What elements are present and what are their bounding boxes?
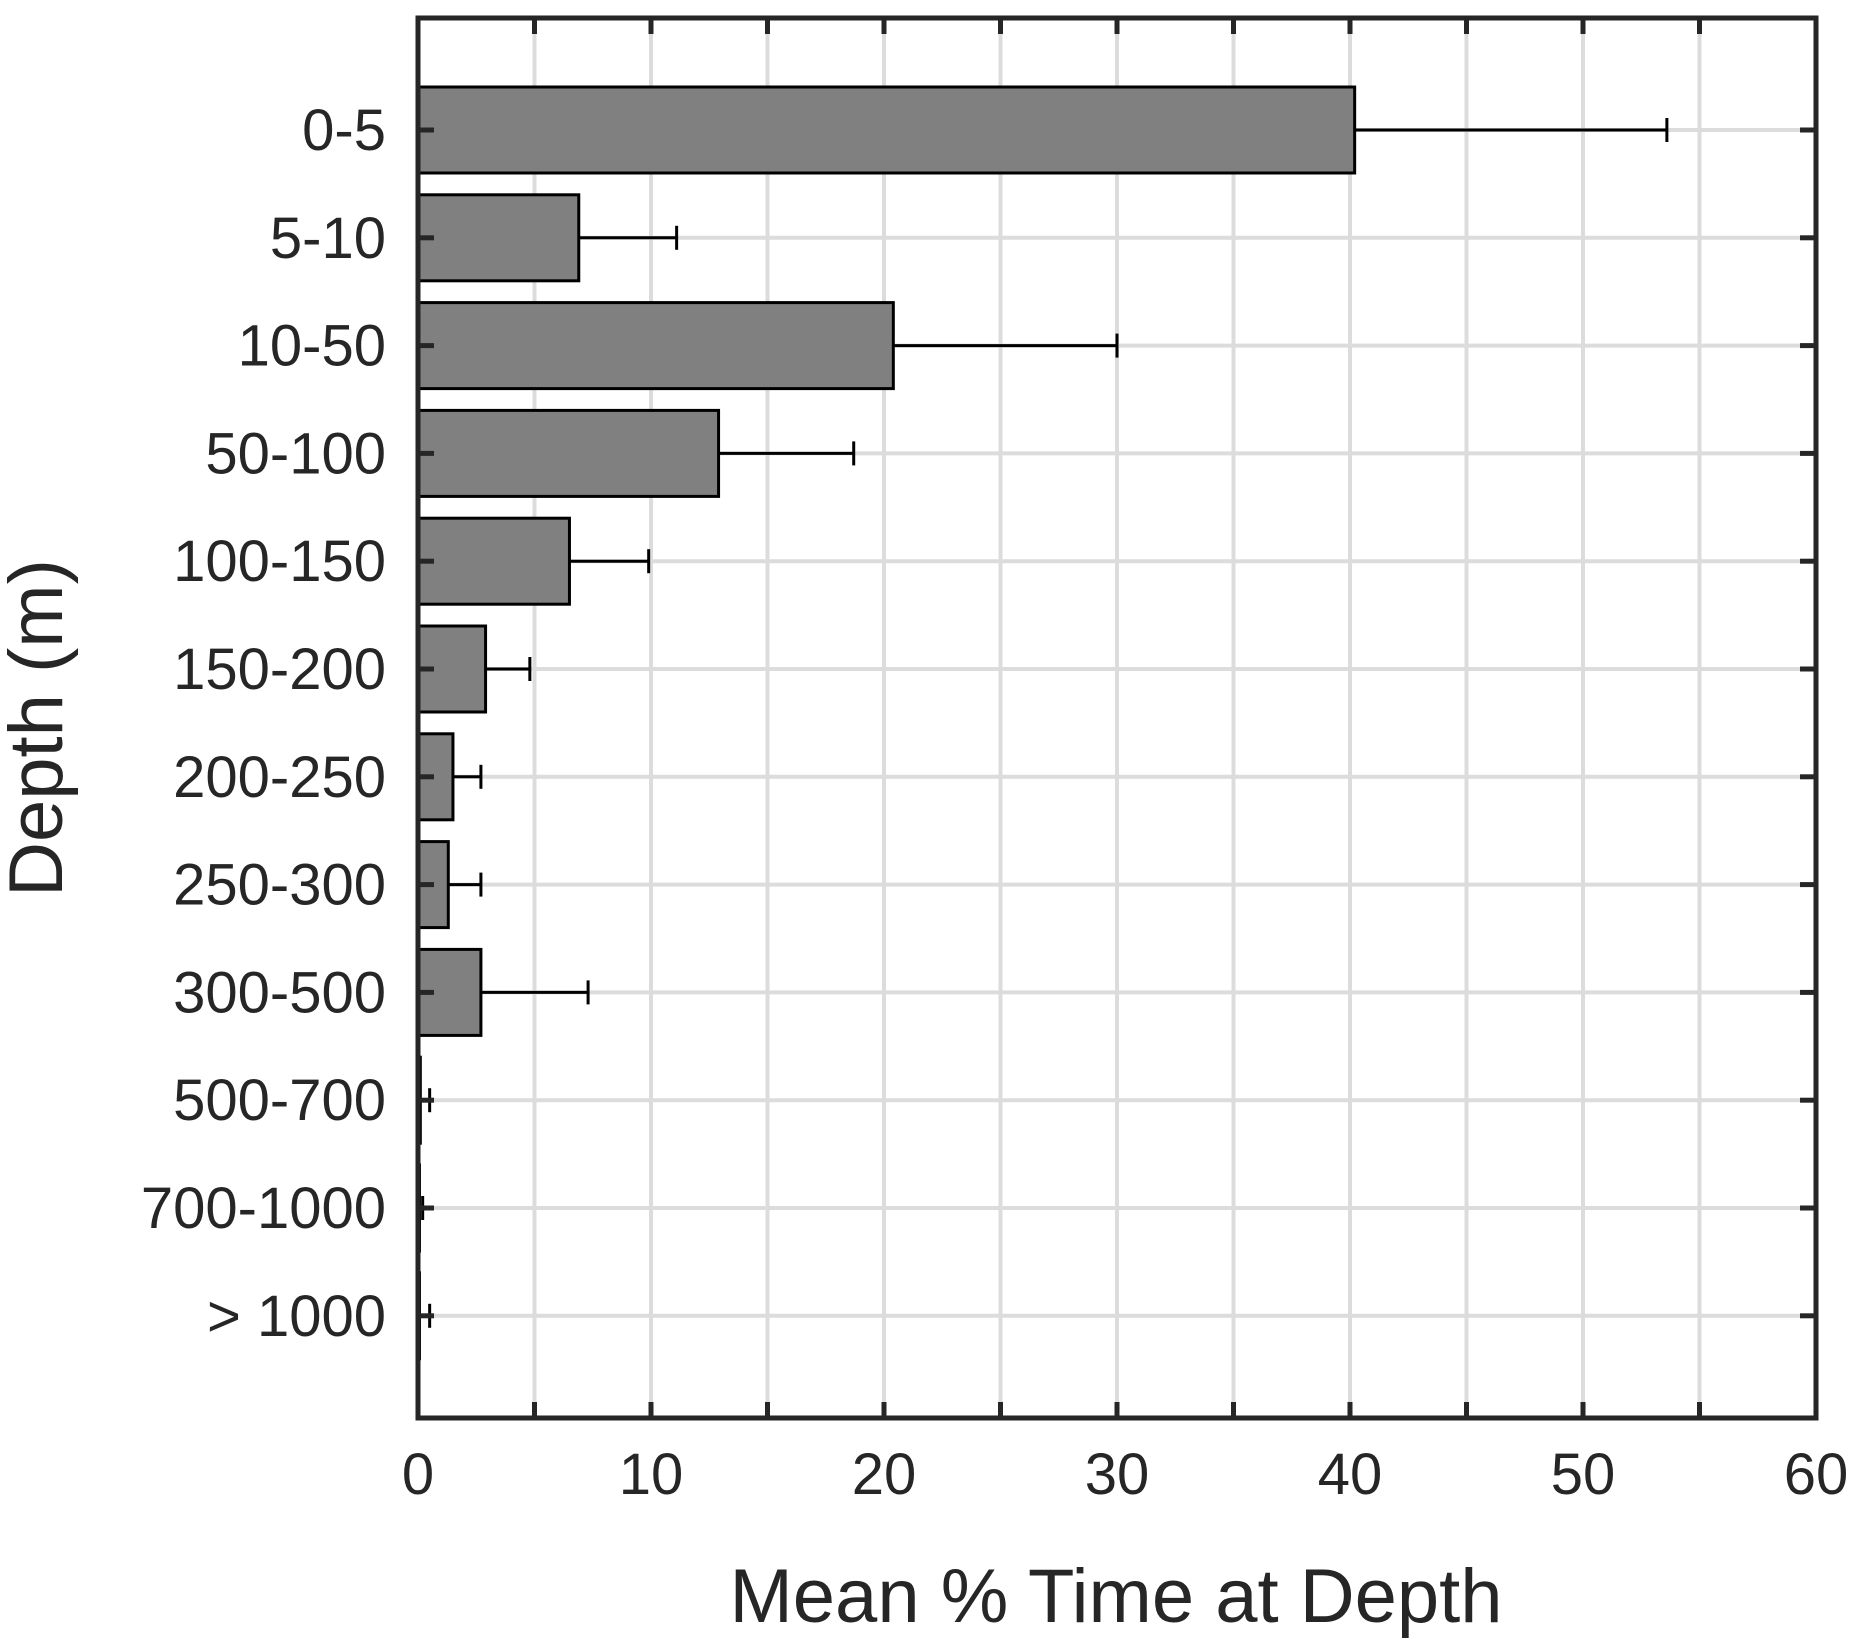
y-axis-title: Depth (m) [0, 559, 79, 897]
bar-100-150 [416, 516, 571, 606]
x-tick-label-50: 50 [1551, 1442, 1616, 1507]
grid-layer [418, 18, 1816, 1418]
y-tick-label-500-700: 500-700 [173, 1068, 386, 1133]
y-tick-label-700-1000: 700-1000 [141, 1176, 386, 1241]
axes-layer [415, 15, 1819, 1421]
x-tick-label-60: 60 [1784, 1442, 1849, 1507]
y-tick-label-50-100: 50-100 [205, 421, 386, 486]
y-tick-label-250-300: 250-300 [173, 853, 386, 918]
y-tick-label-100-150: 100-150 [173, 529, 386, 594]
x-tick-label-0: 0 [402, 1442, 434, 1507]
error-bars-layer [418, 118, 1669, 1328]
x-tick-label-10: 10 [619, 1442, 684, 1507]
x-axis-title: Mean % Time at Depth [729, 1554, 1502, 1639]
bar-50-100 [416, 408, 721, 498]
y-tick-label-150-200: 150-200 [173, 637, 386, 702]
bar-0-5 [416, 85, 1357, 175]
y-tick-label-200-250: 200-250 [173, 745, 386, 810]
bars-layer [416, 85, 1357, 1361]
y-tick-label--1000: > 1000 [207, 1284, 386, 1349]
x-tick-label-40: 40 [1318, 1442, 1383, 1507]
y-tick-label-5-10: 5-10 [270, 206, 386, 271]
bar-5-10 [416, 193, 581, 283]
x-tick-label-20: 20 [852, 1442, 917, 1507]
y-tick-label-10-50: 10-50 [238, 314, 386, 379]
x-tick-label-30: 30 [1085, 1442, 1150, 1507]
y-tick-label-300-500: 300-500 [173, 960, 386, 1025]
y-tick-label-0-5: 0-5 [302, 98, 386, 163]
bar-10-50 [416, 301, 895, 391]
labels-layer: 0 10 20 30 40 50 60 0-5 5-10 10-50 50-100 100-150 15… [141, 98, 1848, 1507]
